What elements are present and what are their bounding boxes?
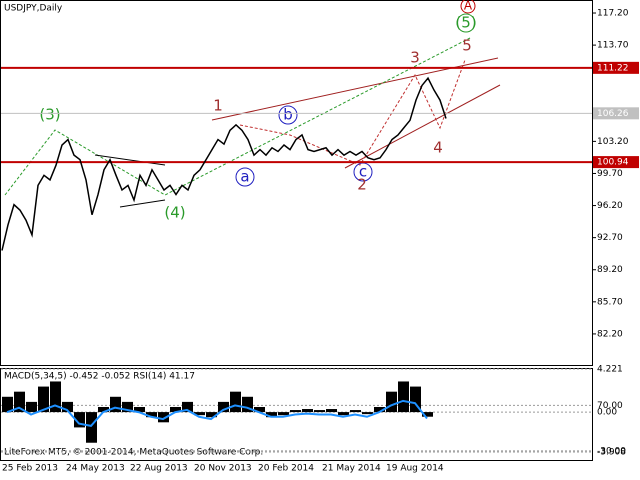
macd-bar xyxy=(338,412,349,416)
macd-bar xyxy=(62,401,73,413)
macd-bar xyxy=(242,396,253,413)
wave-label: 2 xyxy=(357,176,367,194)
y-tick-label: 117.20 xyxy=(597,9,629,19)
wave-label: 4 xyxy=(433,139,443,157)
wave-line xyxy=(239,59,466,166)
x-tick-label: 22 Aug 2013 xyxy=(130,464,188,474)
wave-circle xyxy=(278,105,298,125)
y-tick-label: 99.70 xyxy=(597,169,623,179)
y-tick-label: 89.20 xyxy=(597,265,623,275)
y-tick-label: 92.70 xyxy=(597,233,623,243)
wave-label: 5 xyxy=(462,37,472,55)
macd-bar xyxy=(422,412,433,417)
y-tick-label: 103.20 xyxy=(597,137,629,147)
macd-bar xyxy=(50,381,61,413)
indicator-title: MACD(5,34,5) -0.452 -0.052 RSI(14) 41.17 xyxy=(4,372,195,382)
macd-bar xyxy=(134,406,145,413)
wave-label: a xyxy=(240,168,249,186)
macd-bar xyxy=(314,410,325,413)
macd-bar xyxy=(290,410,301,413)
wave-label: 1 xyxy=(213,97,223,115)
macd-bar xyxy=(86,412,97,443)
y-tick-label: 0.00 xyxy=(597,408,617,418)
y-tick-label: -3.908 xyxy=(597,448,626,458)
triangle-line xyxy=(119,199,166,208)
macd-bar xyxy=(158,412,169,423)
x-tick-label: 25 Feb 2013 xyxy=(2,464,58,474)
level-box xyxy=(593,156,639,169)
x-tick-label: 24 May 2013 xyxy=(66,464,125,474)
wave-label: (4) xyxy=(164,204,185,222)
x-tick-label: 19 Aug 2014 xyxy=(386,464,444,474)
wave-label: (5) xyxy=(455,14,476,32)
level-box xyxy=(593,61,639,74)
macd-bar xyxy=(26,401,37,413)
wave-circle xyxy=(456,13,476,33)
main-panel xyxy=(0,0,593,366)
wave-label: 3 xyxy=(410,49,420,67)
chart-title: USDJPY,Daily xyxy=(4,4,63,14)
level-box xyxy=(593,107,639,120)
level-label: 106.26 xyxy=(597,109,629,119)
macd-bar xyxy=(266,412,277,418)
wave-circle xyxy=(235,167,255,187)
macd-bar xyxy=(398,381,409,413)
macd-bar xyxy=(206,412,217,418)
level-label: 100.94 xyxy=(597,158,629,168)
macd-bar xyxy=(362,412,373,415)
macd-bar xyxy=(182,401,193,413)
wave-labels: (3) (4) (5) A 1 2 3 4 5 a b c xyxy=(39,0,476,222)
y-tick-label: 96.20 xyxy=(597,201,623,211)
macd-bar xyxy=(326,409,337,413)
macd-bar xyxy=(278,412,289,416)
x-tick-label: 20 Feb 2014 xyxy=(258,464,314,474)
macd-bar xyxy=(194,412,205,416)
macd-bar xyxy=(386,391,397,413)
wave-label: b xyxy=(283,106,293,124)
wave-label: (3) xyxy=(39,106,60,124)
macd-bar xyxy=(98,406,109,413)
y-tick-label: 113.70 xyxy=(597,41,629,51)
wave-label: A xyxy=(464,0,473,13)
rsi-line xyxy=(6,399,428,427)
macd-bar xyxy=(254,406,265,413)
macd-bar xyxy=(410,386,421,413)
macd-bar xyxy=(122,401,133,413)
y-tick-label: 85.70 xyxy=(597,297,623,307)
macd-bar xyxy=(74,412,85,428)
macd-bar xyxy=(302,409,313,413)
x-tick-label: 21 May 2014 xyxy=(322,464,381,474)
macd-bar xyxy=(374,406,385,413)
macd-bar xyxy=(146,412,157,418)
macd-bar xyxy=(14,391,25,413)
price-line xyxy=(1,76,447,251)
y-tick-label: 70.00 xyxy=(597,401,623,411)
wave-circle xyxy=(460,0,476,14)
macd-bar xyxy=(218,401,229,413)
triangle-line xyxy=(94,154,166,166)
x-tick-label: 20 Nov 2013 xyxy=(194,464,252,474)
macd-bar xyxy=(110,396,121,413)
macd-bar xyxy=(230,391,241,413)
macd-bar xyxy=(350,410,361,413)
wave-label: c xyxy=(359,163,367,181)
y-tick-label: 82.20 xyxy=(597,329,623,339)
macd-bar xyxy=(2,396,13,413)
level-label: 111.22 xyxy=(597,63,629,73)
y-tick-label: 4.221 xyxy=(597,365,623,375)
macd-bar xyxy=(170,406,181,413)
macd-bar xyxy=(38,386,49,413)
y-tick-label: -30.00 xyxy=(597,446,626,456)
trend-line xyxy=(344,84,501,169)
